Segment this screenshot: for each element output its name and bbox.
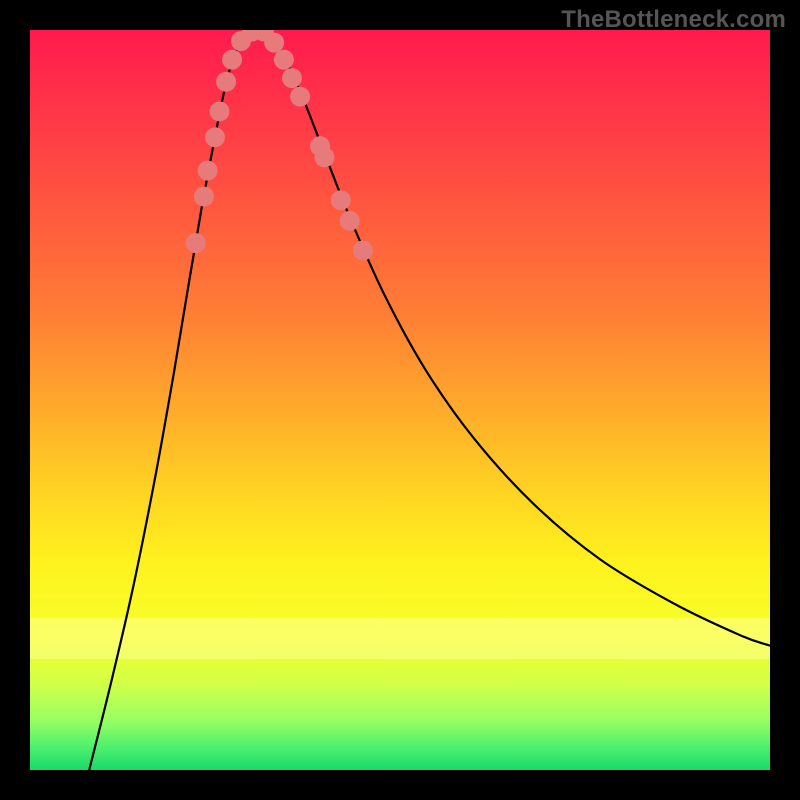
marker-point: [290, 87, 310, 107]
marker-point: [198, 161, 218, 181]
marker-point: [340, 211, 360, 231]
marker-point: [315, 147, 335, 167]
marker-point: [264, 33, 284, 53]
plot-svg: [30, 30, 770, 770]
marker-point: [194, 187, 214, 207]
plot-area: [30, 30, 770, 770]
marker-point: [353, 241, 373, 261]
marker-point: [222, 50, 242, 70]
marker-point: [216, 72, 236, 92]
marker-point: [209, 101, 229, 121]
marker-point: [331, 190, 351, 210]
chart-stage: TheBottleneck.com: [0, 0, 800, 800]
highlight-band: [30, 618, 770, 659]
marker-point: [205, 127, 225, 147]
watermark-text: TheBottleneck.com: [561, 6, 786, 34]
marker-point: [282, 68, 302, 88]
marker-series: [186, 30, 373, 261]
marker-point: [274, 50, 294, 70]
marker-point: [186, 233, 206, 253]
